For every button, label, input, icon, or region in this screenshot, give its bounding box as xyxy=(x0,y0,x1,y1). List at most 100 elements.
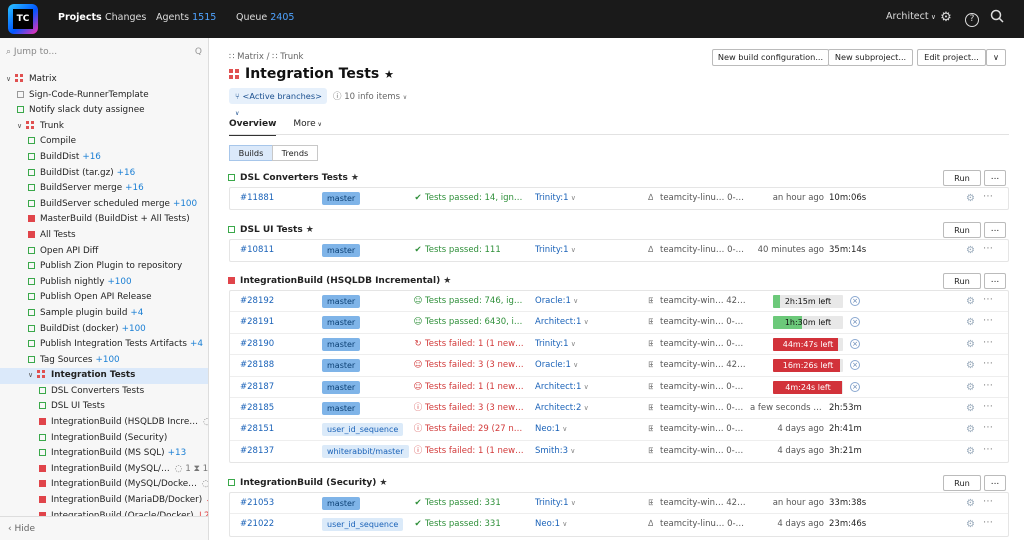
branch-badge[interactable]: master xyxy=(322,359,361,373)
jump-to-search[interactable]: ⌕ Jump to... Q xyxy=(6,43,202,61)
breadcrumb-matrix[interactable]: Matrix xyxy=(237,52,264,62)
agent-link[interactable]: Oracle:1 xyxy=(535,291,590,312)
sidebar-item[interactable]: Publish Integration Tests Artifacts +4 xyxy=(0,337,208,353)
new-subproject-button[interactable]: New subproject... xyxy=(828,49,913,66)
teamcity-logo[interactable]: TC xyxy=(8,4,38,34)
build-row[interactable]: #11881 master ✔ Tests passed: 14, ignor… Tri… xyxy=(230,188,1008,209)
build-number[interactable]: #28190 xyxy=(240,338,275,349)
agent-link[interactable]: Oracle:1 xyxy=(535,355,590,376)
sidebar-item[interactable]: Sample plugin build +4 xyxy=(0,306,208,322)
more-icon[interactable]: ⋯ xyxy=(983,336,993,348)
more-actions-button[interactable]: ... xyxy=(984,170,1006,186)
build-status[interactable]: ☺ Tests passed: 6430, ign… xyxy=(413,312,526,333)
agent-link[interactable]: Neo:1 xyxy=(535,419,590,440)
new-build-configuration-button[interactable]: New build configuration... xyxy=(712,49,829,66)
more-actions-button[interactable]: ... xyxy=(984,273,1006,289)
sidebar-item[interactable]: ∨ Trunk xyxy=(0,119,208,135)
build-status[interactable]: ✔ Tests passed: 331 xyxy=(413,514,526,535)
agent-host[interactable]: teamcity-win… 0-172 xyxy=(660,381,746,392)
agent-host[interactable]: teamcity-win… 0-175 xyxy=(660,424,746,435)
sidebar-item[interactable]: ∨ Matrix xyxy=(0,72,208,88)
sidebar-item[interactable]: Compile xyxy=(0,134,208,150)
build-row[interactable]: #28188 master ☺ Tests failed: 3 (3 new), … O… xyxy=(230,355,1008,377)
agent-link[interactable]: Trinity:1 xyxy=(535,240,590,261)
edit-project-dropdown[interactable]: ∨ xyxy=(986,49,1006,66)
more-icon[interactable]: ⋯ xyxy=(983,517,993,529)
build-row[interactable]: #21053 master ✔Tests passed: 331 Trinity:1 ⊞… xyxy=(230,493,1008,515)
branch-badge[interactable]: master xyxy=(322,316,361,330)
branch-badge[interactable]: whiterabbit/master xyxy=(322,444,409,458)
build-number[interactable]: #28187 xyxy=(240,381,275,392)
agent-link[interactable]: Architect:1 xyxy=(535,377,590,398)
info-items-toggle[interactable]: ⓘ 10 info items ∨ xyxy=(333,90,407,102)
agent-link[interactable]: Trinity:1 xyxy=(535,334,590,355)
chevron-down-icon[interactable]: ∨ xyxy=(6,75,12,83)
build-number[interactable]: #28192 xyxy=(240,296,275,306)
build-number[interactable]: #28185 xyxy=(240,402,275,413)
breadcrumb-trunk[interactable]: Trunk xyxy=(280,52,304,62)
sidebar-item[interactable]: DSL Converters Tests xyxy=(0,384,208,400)
more-icon[interactable]: ⋯ xyxy=(983,443,993,455)
build-row[interactable]: #28190 master ↻ Tests failed: 1 (1 new), … T… xyxy=(230,334,1008,356)
favorite-star-icon[interactable]: ★ xyxy=(443,276,452,286)
sidebar-item[interactable]: BuildDist (docker) +100 xyxy=(0,322,208,338)
sidebar-item[interactable]: BuildServer merge +16 xyxy=(0,181,208,197)
user-menu[interactable]: Architect ∨ xyxy=(886,11,936,22)
stop-build-icon[interactable]: × xyxy=(850,296,860,306)
branch-badge[interactable]: master xyxy=(322,401,361,415)
branch-badge[interactable]: user_id_sequence xyxy=(322,518,404,532)
more-icon[interactable]: ⋯ xyxy=(983,422,993,434)
favorite-star-icon[interactable]: ★ xyxy=(305,225,314,235)
branch-badge[interactable]: master xyxy=(322,337,361,351)
stop-build-icon[interactable]: × xyxy=(850,381,860,392)
chevron-down-icon[interactable]: ∨ xyxy=(28,371,34,380)
nav-agents[interactable]: Agents 1515 xyxy=(156,12,216,23)
run-button[interactable]: Run xyxy=(943,475,981,491)
sidebar-item[interactable]: Sign-Code-RunnerTemplate xyxy=(0,88,208,104)
agent-host[interactable]: teamcity-win… 42-89 xyxy=(660,360,746,371)
build-row[interactable]: #28187 master ☺ Tests failed: 1 (1 new), … A… xyxy=(230,377,1008,398)
settings-icon[interactable]: ⚙ xyxy=(966,519,975,531)
agent-host[interactable]: teamcity-win… 0-165 xyxy=(660,445,746,456)
sidebar-item[interactable]: Notify slack duty assignee xyxy=(0,103,208,119)
nav-projects[interactable]: Projects xyxy=(58,12,102,23)
branch-badge[interactable]: master xyxy=(322,244,361,257)
agent-link[interactable]: Architect:1 xyxy=(535,312,590,333)
branch-selector[interactable]: ⑂ <Active branches> ∨ xyxy=(229,88,327,117)
sidebar-item[interactable]: IntegrationBuild (Security) xyxy=(0,431,208,447)
sidebar-item[interactable]: IntegrationBuild (MS SQL) +13 xyxy=(0,446,208,462)
configuration-name[interactable]: IntegrationBuild (Security) xyxy=(240,478,377,488)
configuration-name[interactable]: IntegrationBuild (HSQLDB Incremental) xyxy=(240,276,441,286)
settings-icon[interactable]: ⚙ xyxy=(966,296,975,307)
stop-build-icon[interactable]: × xyxy=(850,360,860,371)
build-status[interactable]: ✔ Tests passed: 111 xyxy=(413,240,526,261)
branch-badge[interactable]: master xyxy=(322,497,361,510)
configuration-name[interactable]: DSL Converters Tests xyxy=(240,173,348,183)
sidebar-item[interactable]: Publish Open API Release xyxy=(0,290,208,306)
more-icon[interactable]: ⋯ xyxy=(983,358,993,370)
settings-icon[interactable]: ⚙ xyxy=(966,498,975,509)
settings-icon[interactable]: ⚙ xyxy=(966,381,975,393)
more-icon[interactable]: ⋯ xyxy=(983,315,993,327)
favorite-star-icon[interactable]: ★ xyxy=(379,478,388,488)
configuration-name[interactable]: DSL UI Tests xyxy=(240,225,303,235)
build-row[interactable]: #10811 master ✔Tests passed: 111 Trinity:1 ∆… xyxy=(230,240,1008,261)
sidebar-item[interactable]: ∨ Integration Tests xyxy=(0,368,208,384)
more-icon[interactable]: ⋯ xyxy=(983,294,993,305)
build-row[interactable]: #28192 master ☺ Tests passed: 746, igno… Ora… xyxy=(230,291,1008,313)
sidebar-item[interactable]: BuildServer scheduled merge +100 xyxy=(0,197,208,213)
build-number[interactable]: #28188 xyxy=(240,360,275,371)
more-icon[interactable]: ⋯ xyxy=(983,243,993,254)
agent-link[interactable]: Smith:3 xyxy=(535,441,590,462)
branch-badge[interactable]: user_id_sequence xyxy=(322,423,404,437)
build-status[interactable]: ☺ Tests passed: 746, igno… xyxy=(413,291,526,312)
stop-build-icon[interactable]: × xyxy=(850,338,860,349)
settings-icon[interactable]: ⚙ xyxy=(966,360,975,372)
build-status[interactable]: ☺ Tests failed: 3 (3 new), … xyxy=(413,355,526,376)
more-icon[interactable]: ⋯ xyxy=(983,379,993,391)
build-number[interactable]: #28191 xyxy=(240,317,275,328)
build-status[interactable]: ⓘ Tests failed: 29 (27 ne… xyxy=(413,419,526,440)
build-number[interactable]: #10811 xyxy=(240,245,275,255)
sidebar-item[interactable]: BuildDist (tar.gz) +16 xyxy=(0,166,208,182)
more-icon[interactable]: ⋯ xyxy=(983,496,993,507)
